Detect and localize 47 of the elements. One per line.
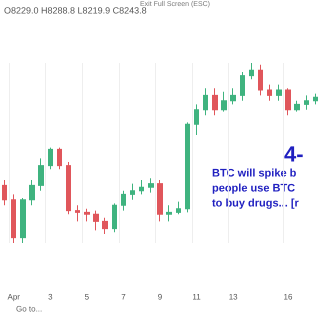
candlestick: [285, 88, 291, 116]
candlestick: [249, 62, 254, 80]
candlestick: [112, 202, 117, 233]
candlestick: [121, 190, 126, 212]
candlestick: [75, 204, 80, 222]
candlestick: [304, 94, 309, 110]
candlestick: [102, 217, 108, 234]
candlestick: [194, 104, 199, 136]
candlestick: [276, 84, 282, 102]
x-tick-label: 9: [158, 292, 163, 302]
candlestick: [313, 93, 318, 105]
candlestick: [93, 210, 99, 231]
candlestick: [176, 201, 181, 215]
candlestick: [166, 204, 172, 222]
candlestick: [38, 158, 44, 192]
candlestick: [212, 88, 218, 116]
candlestick: [157, 180, 163, 222]
candlestick: [203, 88, 208, 116]
candlestick: [139, 180, 144, 195]
candlestick: [11, 194, 16, 244]
candlestick: [230, 88, 236, 105]
x-tick-label: 16: [284, 292, 293, 302]
x-tick-label: Apr: [7, 292, 20, 302]
candlestick: [185, 122, 190, 213]
text: Go to...: [16, 304, 42, 314]
candlestick: [240, 72, 245, 102]
x-tick-label: 11: [192, 292, 202, 302]
candlestick: [130, 183, 135, 200]
annotation: 4-: [284, 142, 304, 166]
candlestick: [57, 147, 62, 170]
candlestick: [221, 91, 227, 112]
candlestick: [258, 64, 263, 96]
candlestick: [48, 147, 53, 170]
candlestick: [66, 162, 71, 215]
x-tick-label: 13: [228, 292, 238, 302]
x-tick-label: 3: [48, 292, 54, 302]
candlestick: [148, 178, 154, 194]
x-tick-label: 7: [121, 292, 126, 302]
candlestick: [2, 180, 7, 206]
candlestick: [84, 208, 90, 222]
annotation: to buy drugs... [r: [212, 198, 300, 210]
candlestick: [20, 198, 26, 244]
candlestick: [29, 180, 35, 206]
x-tick-label: 5: [84, 292, 90, 302]
text: O8229.0 H8288.8 L8219.9 C8243.8: [4, 6, 147, 16]
candlestick: [267, 84, 272, 102]
candlestick: [294, 100, 300, 112]
